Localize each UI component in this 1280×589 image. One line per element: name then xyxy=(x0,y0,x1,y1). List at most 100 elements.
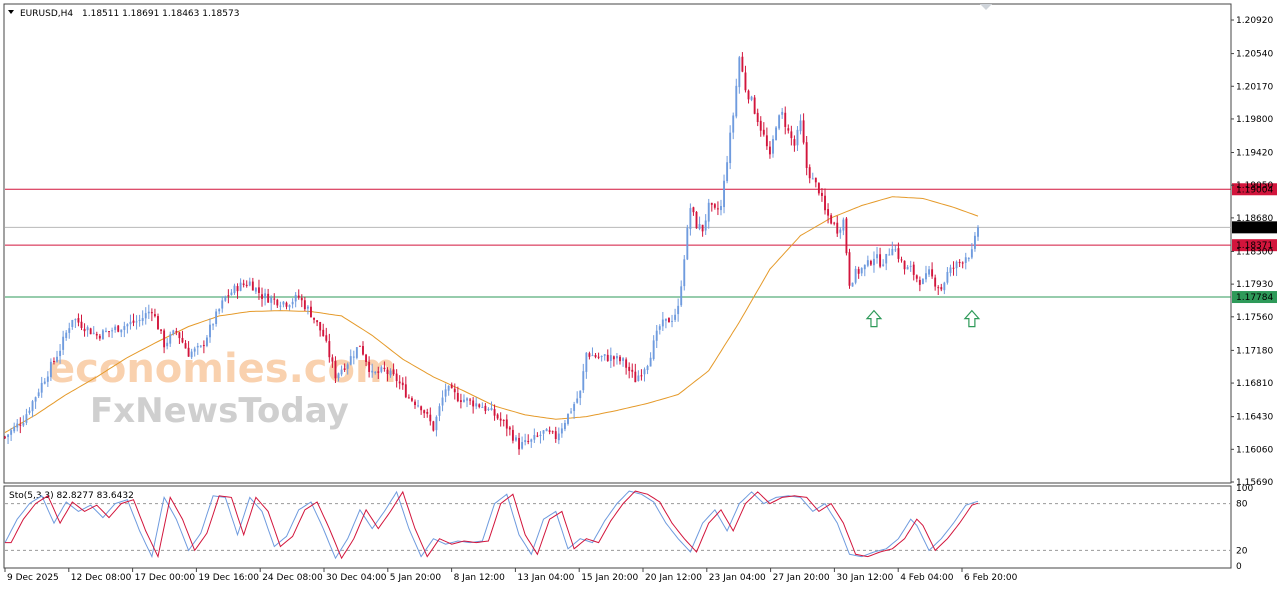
candle-body xyxy=(432,421,435,431)
candle-body xyxy=(674,314,677,320)
candle xyxy=(150,308,153,322)
candle-body xyxy=(876,254,878,259)
candle xyxy=(582,363,585,393)
watermark-line2: FxNewsToday xyxy=(90,391,349,431)
time-tick-label: 4 Feb 04:00 xyxy=(900,573,954,583)
candle xyxy=(949,264,952,277)
candle-body xyxy=(563,422,566,430)
support-arrows xyxy=(865,309,981,328)
candle xyxy=(686,224,689,261)
candle xyxy=(365,353,367,366)
candle-body xyxy=(147,311,150,314)
candle xyxy=(218,308,221,315)
candle-body xyxy=(417,405,420,407)
dropdown-triangle-icon[interactable] xyxy=(8,10,14,14)
candle xyxy=(762,122,765,137)
candle xyxy=(524,433,527,446)
candle xyxy=(417,399,420,408)
candle xyxy=(374,370,377,375)
candle-body xyxy=(310,306,312,318)
time-tick-label: 6 Feb 20:00 xyxy=(964,573,1018,583)
candle xyxy=(178,331,181,345)
candle xyxy=(661,311,664,331)
candle xyxy=(352,350,355,365)
candle xyxy=(888,248,891,256)
candle-body xyxy=(686,227,689,260)
candle xyxy=(860,267,863,277)
candle xyxy=(319,321,322,337)
candle xyxy=(854,265,857,285)
candle xyxy=(857,266,860,279)
candle xyxy=(248,277,251,287)
candle xyxy=(37,388,40,399)
candle xyxy=(753,95,756,115)
candle-body xyxy=(306,306,309,309)
candle xyxy=(92,326,95,335)
candle-body xyxy=(291,301,294,305)
candle xyxy=(518,432,520,455)
candle-body xyxy=(392,369,395,375)
candle-body xyxy=(181,337,184,343)
candle-body xyxy=(178,332,181,339)
chart-shift-marker[interactable] xyxy=(980,4,992,10)
candle xyxy=(120,329,123,338)
candle xyxy=(463,394,465,403)
candle-body xyxy=(450,384,453,389)
candle-body xyxy=(475,403,478,407)
candle-body xyxy=(258,287,260,293)
candle-body xyxy=(459,400,462,403)
candle xyxy=(160,329,162,334)
candle-body xyxy=(640,375,643,377)
time-tick-label: 15 Jan 20:00 xyxy=(581,573,638,583)
candle xyxy=(404,376,407,399)
candle-body xyxy=(631,369,634,372)
candle xyxy=(716,201,719,216)
candle xyxy=(573,401,576,419)
candle xyxy=(334,356,337,384)
candle-body xyxy=(328,341,331,358)
candle-body xyxy=(285,302,288,307)
candle xyxy=(221,296,224,313)
price-lines: 1.19004 1.18573 1.18371 1.17784 xyxy=(5,183,1277,304)
candle xyxy=(894,245,897,253)
candle-body xyxy=(456,392,459,402)
candle xyxy=(937,285,940,295)
candle xyxy=(270,295,273,311)
candle-body xyxy=(120,329,123,333)
candle-body xyxy=(652,340,655,359)
candle-body xyxy=(441,397,444,406)
candle-body xyxy=(282,301,285,305)
candle-body xyxy=(386,369,389,374)
candle-body xyxy=(781,111,784,115)
candle-body xyxy=(869,260,872,265)
candle xyxy=(802,113,805,145)
candle-body xyxy=(698,224,701,229)
candle-body xyxy=(224,296,227,301)
candle xyxy=(147,304,150,320)
price-level-tag xyxy=(1232,239,1277,252)
candle-body xyxy=(43,381,46,384)
candle xyxy=(527,434,530,445)
candle-body xyxy=(943,282,946,291)
candle xyxy=(62,330,65,355)
candle-body xyxy=(25,414,28,423)
oscillator-axis: 100 80 20 0 xyxy=(1236,484,1253,572)
candle xyxy=(903,260,906,275)
candle xyxy=(925,265,927,283)
price-level-label: 1.18371 xyxy=(1236,241,1273,251)
candle-body xyxy=(264,293,267,299)
candle-body xyxy=(322,329,325,337)
candle xyxy=(726,155,729,184)
candle-body xyxy=(239,282,242,291)
candle-body xyxy=(4,436,6,438)
candle xyxy=(316,320,319,327)
candle xyxy=(306,304,309,315)
candle-body xyxy=(521,442,524,449)
candle xyxy=(297,289,300,300)
candle xyxy=(481,402,484,409)
candle xyxy=(276,298,279,309)
candle-body xyxy=(505,419,508,429)
candle-body xyxy=(799,120,802,132)
